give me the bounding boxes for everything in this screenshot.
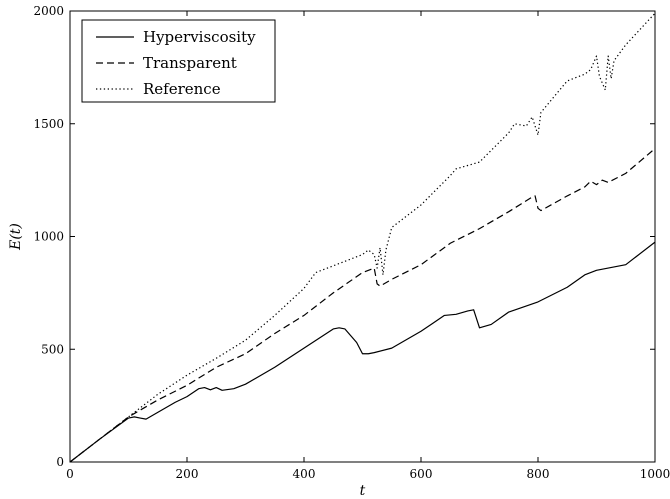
legend-label-transparent: Transparent — [143, 54, 237, 72]
x-tick-label: 1000 — [640, 467, 670, 481]
x-tick-label: 400 — [293, 467, 316, 481]
x-axis-title: t — [360, 483, 366, 499]
x-tick-label: 600 — [410, 467, 433, 481]
y-axis-title: E(t) — [8, 223, 24, 251]
y-tick-label: 500 — [41, 342, 64, 356]
plot-lines — [69, 12, 656, 463]
y-tick-label: 1500 — [33, 117, 64, 131]
y-tick-label: 1000 — [33, 230, 64, 244]
series-line-reference — [69, 12, 656, 463]
legend-label-hyperviscosity: Hyperviscosity — [143, 28, 256, 46]
axis-ticks: 0 200 400 600 800 1000 0 500 1000 1500 2000 — [33, 4, 670, 481]
legend: Hyperviscosity Transparent Reference — [81, 19, 276, 103]
y-tick-label: 2000 — [33, 4, 64, 18]
legend-box — [81, 19, 276, 103]
y-tick-label: 0 — [56, 455, 64, 469]
x-tick-label: 0 — [66, 467, 74, 481]
x-tick-label: 200 — [176, 467, 199, 481]
series-line-hyperviscosity — [69, 241, 656, 463]
legend-label-reference: Reference — [143, 80, 221, 98]
x-tick-label: 800 — [527, 467, 550, 481]
